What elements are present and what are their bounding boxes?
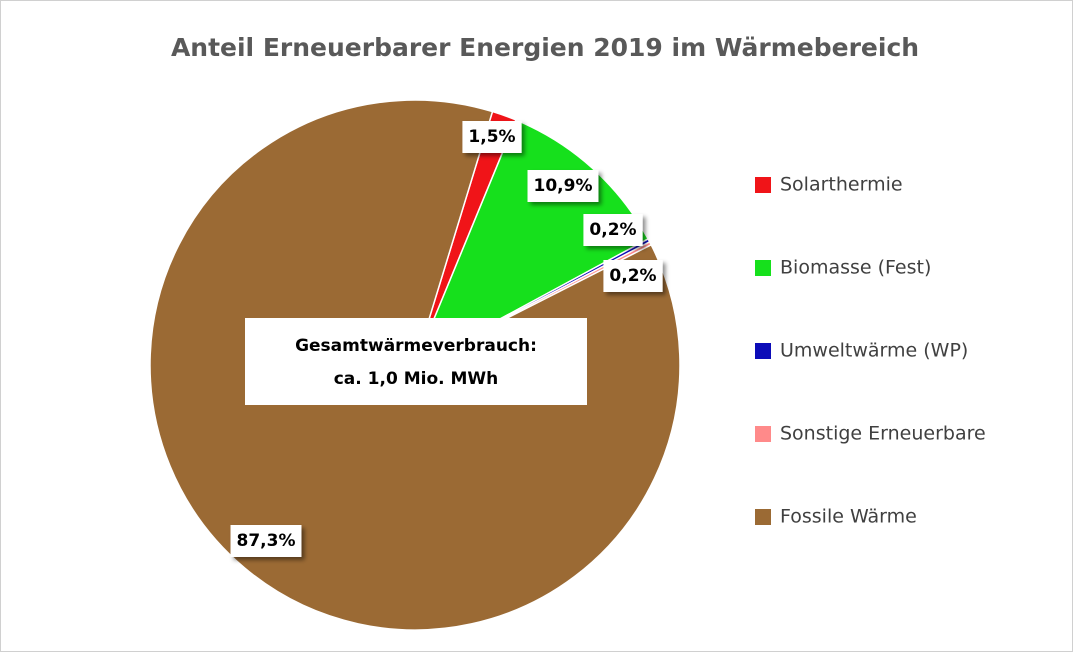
data-label-text: 0,2% bbox=[609, 266, 656, 286]
data-label-text: 10,9% bbox=[534, 176, 593, 196]
data-label-box bbox=[583, 214, 643, 246]
data-label-box bbox=[462, 121, 522, 153]
legend-swatch bbox=[755, 509, 771, 525]
legend-swatch bbox=[755, 177, 771, 193]
data-label: 0,2% bbox=[583, 214, 643, 246]
legend-label: Fossile Wärme bbox=[780, 506, 917, 528]
legend-label: Biomasse (Fest) bbox=[780, 257, 931, 279]
data-label: 87,3% bbox=[230, 525, 302, 557]
data-label-text: 87,3% bbox=[237, 531, 296, 551]
legend-label: Sonstige Erneuerbare bbox=[780, 423, 986, 445]
data-label-box bbox=[603, 260, 663, 292]
legend-swatch bbox=[755, 426, 771, 442]
data-label-text: 1,5% bbox=[468, 127, 515, 147]
legend-swatch bbox=[755, 260, 771, 276]
data-label: 1,5% bbox=[462, 121, 522, 153]
legend-swatch bbox=[755, 343, 771, 359]
annotation-text: Gesamtwärmeverbrauch: bbox=[295, 336, 537, 356]
legend-label: Solarthermie bbox=[780, 174, 903, 196]
data-label-box bbox=[230, 525, 302, 557]
legend-label: Umweltwärme (WP) bbox=[780, 340, 968, 362]
annotation-text: ca. 1,0 Mio. MWh bbox=[334, 369, 499, 389]
data-label-text: 0,2% bbox=[589, 220, 636, 240]
data-label: 0,2% bbox=[603, 260, 663, 292]
data-label-box bbox=[527, 170, 599, 202]
data-label: 10,9% bbox=[527, 170, 599, 202]
annotation-box bbox=[245, 318, 587, 405]
chart-title: Anteil Erneuerbarer Energien 2019 im Wär… bbox=[171, 33, 919, 62]
